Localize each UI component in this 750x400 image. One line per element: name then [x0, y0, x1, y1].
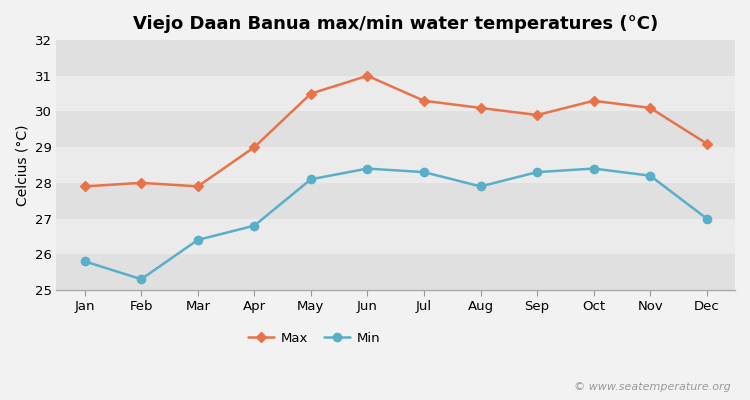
Line: Max: Max	[81, 72, 710, 190]
Min	[136, 277, 146, 282]
Bar	[56, 254, 735, 290]
Max	[590, 98, 598, 103]
Max	[250, 145, 259, 150]
Min	[419, 170, 428, 174]
Max	[532, 113, 542, 118]
Min	[702, 216, 711, 221]
Bar	[56, 218, 735, 254]
Max	[363, 73, 372, 78]
Min	[307, 177, 316, 182]
Bar	[56, 112, 735, 147]
Max	[307, 91, 316, 96]
Max	[194, 184, 202, 189]
Bar	[56, 147, 735, 183]
Max	[476, 106, 485, 110]
Min	[590, 166, 598, 171]
Legend: Max, Min: Max, Min	[242, 326, 386, 350]
Bar	[56, 76, 735, 112]
Bar	[56, 183, 735, 218]
Max	[80, 184, 89, 189]
Title: Viejo Daan Banua max/min water temperatures (°C): Viejo Daan Banua max/min water temperatu…	[133, 15, 658, 33]
Text: © www.seatemperature.org: © www.seatemperature.org	[574, 382, 731, 392]
Min	[80, 259, 89, 264]
Min	[476, 184, 485, 189]
Max	[136, 180, 146, 185]
Y-axis label: Celcius (°C): Celcius (°C)	[15, 124, 29, 206]
Max	[419, 98, 428, 103]
Max	[702, 141, 711, 146]
Min	[646, 173, 655, 178]
Bar	[56, 40, 735, 76]
Min	[363, 166, 372, 171]
Min	[250, 223, 259, 228]
Min	[194, 238, 202, 242]
Min	[532, 170, 542, 174]
Max	[646, 106, 655, 110]
Line: Min: Min	[80, 164, 711, 283]
